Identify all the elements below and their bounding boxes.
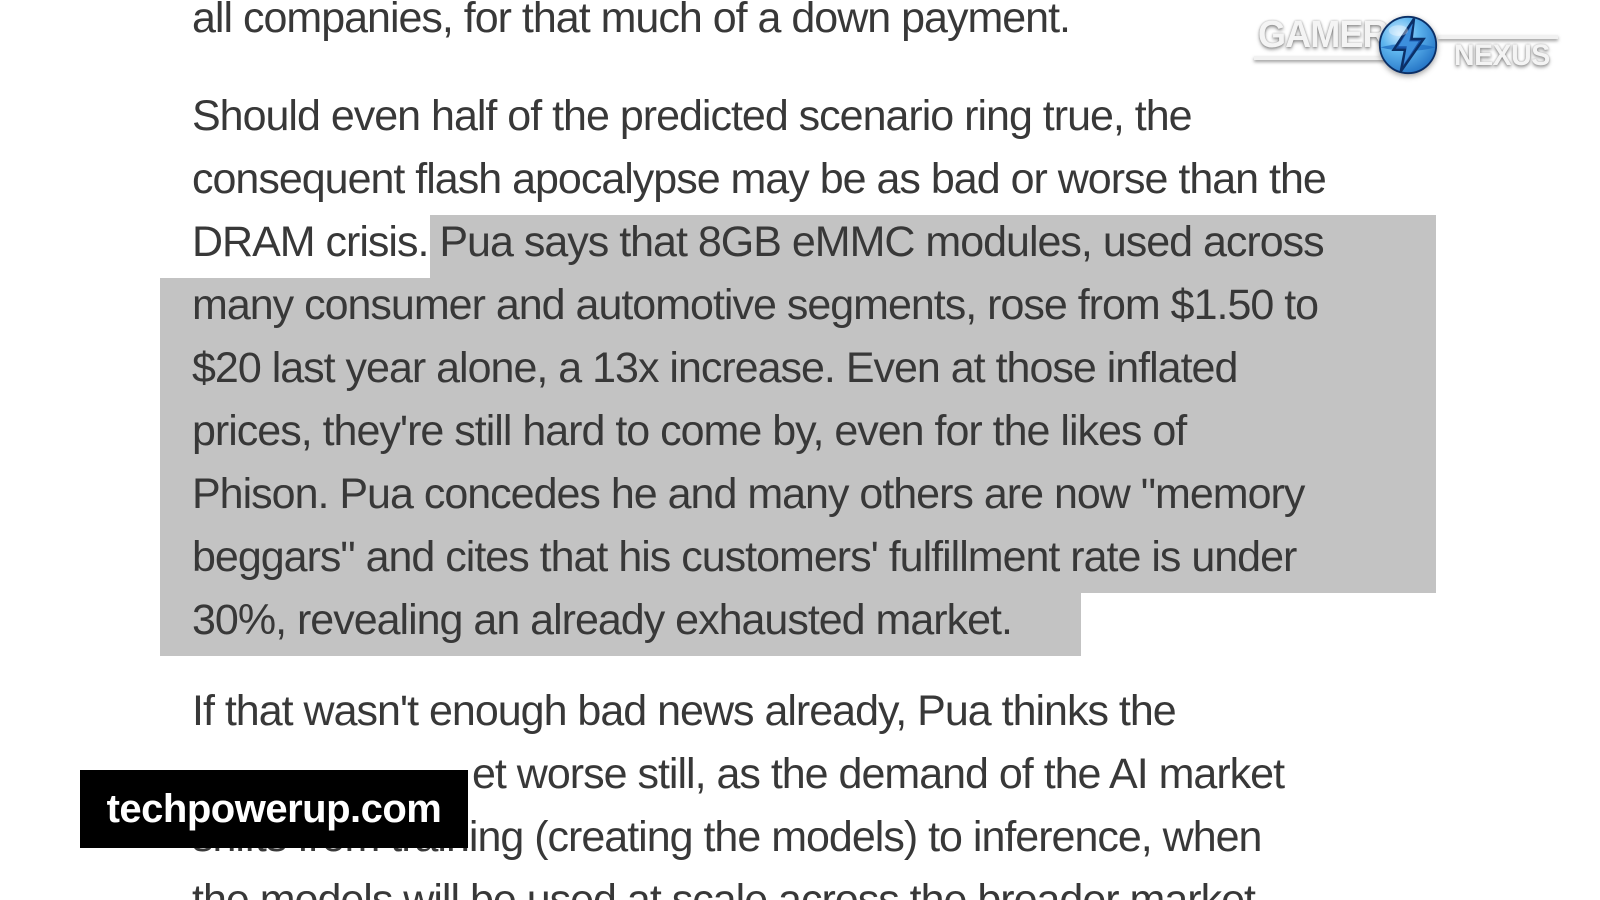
text-selection-highlight bbox=[160, 593, 1081, 656]
article-line: Phison. Pua concedes he and many others … bbox=[192, 470, 1305, 518]
text-selection-highlight bbox=[160, 278, 1436, 593]
article-line: consequent flash apocalypse may be as ba… bbox=[192, 155, 1327, 203]
text-selection-highlight bbox=[430, 215, 1436, 278]
logo-underline bbox=[1254, 56, 1400, 60]
article-line: 30%, revealing an already exhausted mark… bbox=[192, 596, 1013, 644]
paragraph-down-payment: all companies, for that much of a down p… bbox=[192, 0, 1071, 50]
gamersnexus-logo-word2: NEXUS bbox=[1454, 39, 1550, 72]
source-watermark: techpowerup.com bbox=[80, 770, 468, 848]
article-line-cutoff: the models will be used at scale across … bbox=[192, 876, 1256, 900]
article-line: Should even half of the predicted scenar… bbox=[192, 92, 1193, 140]
gamersnexus-logo: GAMERS NEXUS bbox=[1248, 8, 1568, 82]
paragraph-ai-market: If that wasn't enough bad news already, … bbox=[192, 680, 1285, 900]
article-line: many consumer and automotive segments, r… bbox=[192, 281, 1319, 329]
article-line-partially-hidden: et worse still, as the demand of the AI … bbox=[472, 750, 1285, 798]
article-line: prices, they're still hard to come by, e… bbox=[192, 407, 1187, 455]
article-line: If that wasn't enough bad news already, … bbox=[192, 687, 1177, 735]
article-line: DRAM crisis. Pua says that 8GB eMMC modu… bbox=[192, 218, 1325, 266]
article-line: beggars" and cites that his customers' f… bbox=[192, 533, 1297, 581]
lightning-globe-icon bbox=[1378, 15, 1438, 75]
article-line: all companies, for that much of a down p… bbox=[192, 0, 1071, 42]
article-line: $20 last year alone, a 13x increase. Eve… bbox=[192, 344, 1238, 392]
source-watermark-label: techpowerup.com bbox=[106, 786, 442, 831]
paragraph-flash-apocalypse: Should even half of the predicted scenar… bbox=[192, 85, 1327, 652]
logo-overline bbox=[1438, 35, 1558, 39]
